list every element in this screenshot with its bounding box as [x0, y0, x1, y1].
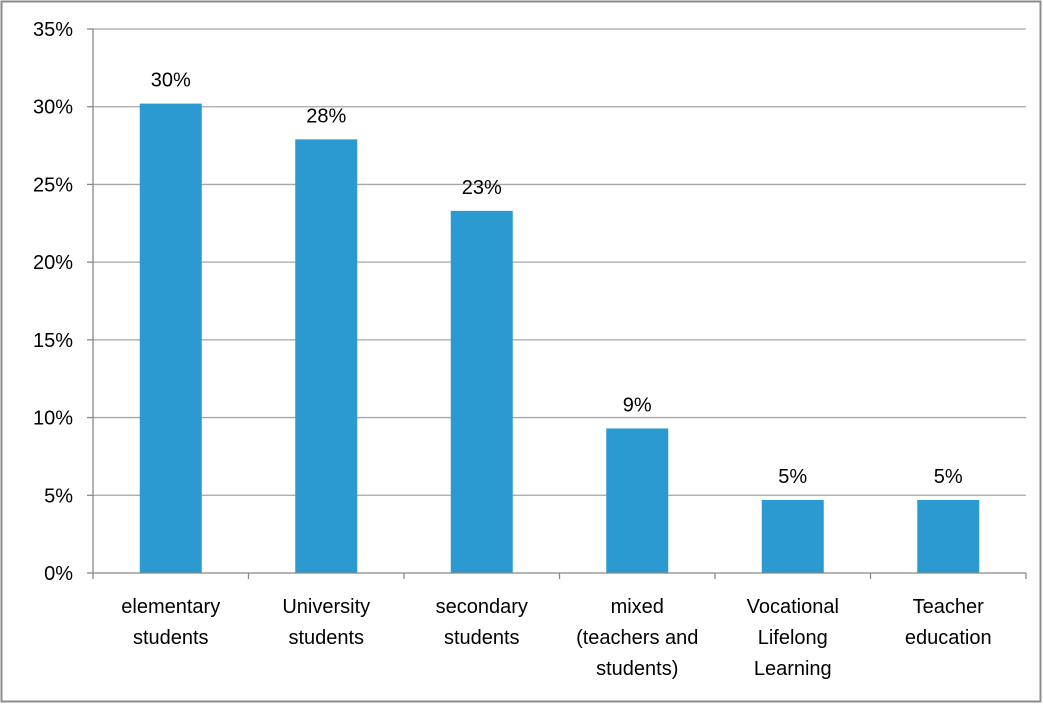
- y-tick-label: 25%: [33, 174, 73, 196]
- y-tick-label: 5%: [44, 485, 73, 507]
- bar: [139, 103, 202, 573]
- data-labels: 30% 28% 23% 9% 5% 5%: [151, 70, 963, 488]
- gridlines: [93, 28, 1026, 496]
- y-tick-label: 0%: [44, 563, 73, 585]
- data-label: 30%: [151, 70, 191, 92]
- y-tick-label: 35%: [33, 19, 73, 41]
- data-label: 5%: [934, 466, 963, 488]
- y-tick-label: 15%: [33, 330, 73, 352]
- bar: [606, 428, 669, 573]
- data-label: 23%: [462, 177, 502, 199]
- y-tick-label: 20%: [33, 252, 73, 274]
- bars: [139, 103, 980, 573]
- data-label: 28%: [306, 105, 346, 127]
- bar: [295, 139, 358, 573]
- data-label: 9%: [623, 394, 652, 416]
- bar: [761, 499, 824, 573]
- x-tick-label: University students: [282, 596, 370, 649]
- x-tick-label: elementary students: [121, 596, 220, 649]
- y-tick-label: 30%: [33, 97, 73, 119]
- x-tick-label: Teacher education: [905, 596, 992, 649]
- x-tick-label: mixed (teachers and students): [576, 596, 698, 680]
- category-labels: elementary students University students seco…: [121, 596, 991, 680]
- x-tick-label: secondary students: [436, 596, 528, 649]
- axes: [87, 28, 1027, 579]
- y-tick-labels: 0% 5% 10% 15% 20% 25% 30% 35%: [33, 19, 73, 585]
- data-label: 5%: [778, 466, 807, 488]
- bar: [450, 210, 513, 573]
- x-tick-label: Vocational Lifelong Learning: [747, 596, 839, 680]
- y-tick-label: 10%: [33, 408, 73, 430]
- bar: [917, 499, 980, 573]
